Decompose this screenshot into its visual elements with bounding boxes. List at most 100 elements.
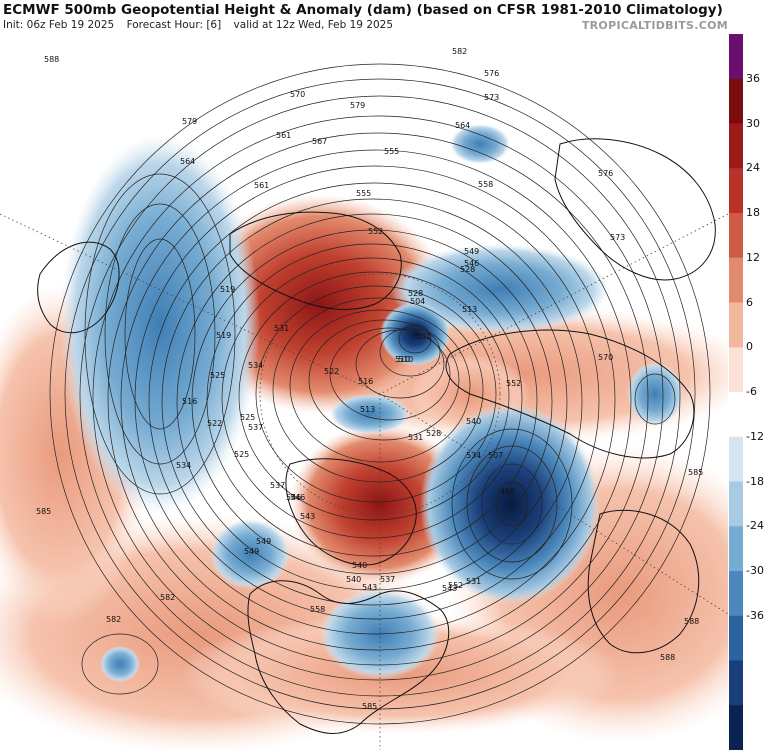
- contour-label: 561: [276, 131, 291, 140]
- contour-label: 555: [356, 189, 371, 198]
- contour-label: 534: [248, 361, 263, 370]
- init-time: Init: 06z Feb 19 2025: [3, 19, 115, 31]
- contour-label: 528: [460, 265, 475, 274]
- contour-label: 537: [248, 423, 263, 432]
- contour-label: 516: [358, 377, 373, 386]
- contour-label: 543: [442, 584, 457, 593]
- valid-time: valid at 12z Wed, Feb 19 2025: [233, 19, 394, 31]
- map-svg: 588 582 579 576 573 570 567 564 561 558 …: [0, 34, 728, 750]
- colorbar-swatch: [729, 392, 743, 438]
- colorbar-tick-label: 18: [746, 206, 760, 219]
- contour-label: 558: [478, 180, 493, 189]
- colorbar-tick-label: 0: [746, 340, 753, 354]
- colorbar-swatch: [729, 481, 743, 527]
- colorbar-tick-label: 24: [746, 161, 760, 175]
- contour-label: 579: [182, 117, 197, 126]
- contour-label: 531: [408, 433, 423, 442]
- colorbar-tick-label: 36: [746, 71, 760, 85]
- colorbar-swatch: [729, 302, 743, 348]
- contour-label: 516: [182, 397, 197, 406]
- contour-label: 552: [368, 227, 383, 236]
- contour-label: 528: [408, 289, 423, 298]
- contour-label: 555: [384, 147, 399, 156]
- map-subtitle: Init: 06z Feb 19 2025 Forecast Hour: [6]…: [3, 19, 402, 31]
- contour-label: 540: [346, 575, 361, 584]
- colorbar-tick-label: -24: [746, 519, 764, 533]
- forecast-hour: Forecast Hour: [6]: [126, 19, 222, 31]
- contour-label: 567: [312, 137, 327, 146]
- contour-label: 534: [466, 451, 481, 460]
- coastlines: [37, 138, 716, 734]
- colorbar-tick-label: -18: [746, 474, 764, 488]
- contour-labels: 588 582 579 576 573 570 567 564 561 558 …: [36, 47, 703, 711]
- contour-label: 543: [362, 583, 377, 592]
- contour-label: 564: [455, 121, 470, 130]
- contour-label: 582: [160, 593, 175, 602]
- contour-label: 549: [244, 547, 259, 556]
- contour-label: 540: [352, 561, 367, 570]
- colorbar-swatch: [729, 526, 743, 572]
- contour-label: 519: [220, 285, 235, 294]
- contour-label: 564: [180, 157, 195, 166]
- contour-label: 582: [452, 47, 467, 56]
- contour-label: 546: [290, 493, 305, 502]
- contour-label: 540: [466, 417, 481, 426]
- map-title: ECMWF 500mb Geopotential Height & Anomal…: [3, 2, 723, 18]
- contour-label: 570: [290, 90, 305, 99]
- contour-label: 513: [462, 305, 477, 314]
- colorbar-swatch: [729, 615, 743, 661]
- colorbar-swatch: [729, 705, 743, 750]
- colorbar-swatch: [729, 168, 743, 214]
- colorbar-swatch: [729, 436, 743, 482]
- contour-label: 525: [240, 413, 255, 422]
- contour-label: 531: [274, 324, 289, 333]
- contour-label: 552: [448, 581, 463, 590]
- graticule: [0, 213, 728, 750]
- contour-label: 546: [464, 259, 479, 268]
- contour-label: 573: [610, 233, 625, 242]
- colorbar-swatch: [729, 257, 743, 303]
- contour-label: 501: [416, 332, 431, 341]
- contour-label: 507: [488, 451, 503, 460]
- contour-label: 537: [380, 575, 395, 584]
- colorbar-swatch: [729, 660, 743, 706]
- contour-label: 543: [300, 512, 315, 521]
- anomaly-colorbar: [729, 34, 743, 750]
- contour-label: 504: [410, 297, 425, 306]
- colorbar-swatch: [729, 34, 743, 80]
- contour-label: 498: [500, 487, 515, 496]
- contour-label: 546: [286, 493, 301, 502]
- contour-label: 588: [684, 617, 699, 626]
- contour-label: 585: [688, 468, 703, 477]
- contour-label: 558: [310, 605, 325, 614]
- header: ECMWF 500mb Geopotential Height & Anomal…: [0, 0, 768, 34]
- contour-label: 573: [484, 93, 499, 102]
- contour-label: 510: [398, 355, 413, 364]
- contour-label: 519: [216, 331, 231, 340]
- contour-label: 537: [270, 481, 285, 490]
- contour-label: 570: [598, 353, 613, 362]
- anomaly-shading: [0, 34, 728, 750]
- colorbar-tick-label: 12: [746, 250, 760, 264]
- colorbar-swatch: [729, 571, 743, 617]
- colorbar-swatch: [729, 347, 743, 393]
- contour-label: 525: [210, 371, 225, 380]
- colorbar-tick-label: -12: [746, 429, 764, 443]
- contour-label: 528: [426, 429, 441, 438]
- contour-label: 522: [324, 367, 339, 376]
- contour-label: 549: [256, 537, 271, 546]
- contour-label: 579: [350, 101, 365, 110]
- colorbar-tick-label: -6: [746, 385, 757, 398]
- contour-label: 531: [466, 577, 481, 586]
- colorbar-tick-label: 6: [746, 295, 753, 309]
- contour-label: 588: [660, 653, 675, 662]
- contour-label: 513: [360, 405, 375, 414]
- colorbar-tick-label: -30: [746, 564, 764, 577]
- site-credit: TROPICALTIDBITS.COM: [581, 19, 728, 32]
- colorbar-swatch: [729, 78, 743, 124]
- contour-label: 510: [395, 355, 410, 364]
- contour-label: 522: [207, 419, 222, 428]
- contour-label: 576: [484, 69, 499, 78]
- contour-label: 576: [598, 169, 613, 178]
- colorbar-tick-label: -36: [746, 608, 764, 622]
